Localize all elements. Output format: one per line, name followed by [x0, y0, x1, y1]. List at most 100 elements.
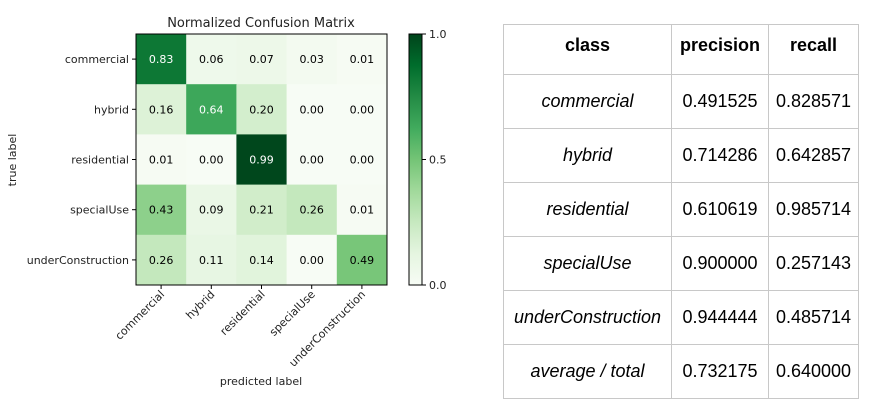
row-tick-label: commercial — [65, 53, 129, 66]
cell-recall: 0.642857 — [768, 128, 859, 183]
heatmap-cell — [236, 234, 288, 286]
cell-recall: 0.257143 — [768, 236, 859, 291]
cell-value-label: 0.01 — [350, 53, 375, 66]
table-row: underConstruction 0.944444 0.485714 — [503, 290, 859, 345]
heatmap-cell — [136, 84, 187, 135]
chart-title: Normalized Confusion Matrix — [167, 16, 355, 31]
cell-precision: 0.900000 — [671, 236, 769, 291]
cell-class: specialUse — [503, 236, 672, 291]
cell-class: average / total — [503, 344, 672, 399]
table-row: specialUse 0.900000 0.257143 — [503, 236, 859, 291]
cell-value-label: 0.49 — [350, 254, 375, 267]
y-axis-label: true label — [6, 134, 19, 187]
heatmap-cell — [136, 134, 187, 186]
heatmap-cell — [336, 84, 388, 135]
cell-value-label: 0.14 — [249, 254, 274, 267]
heatmap-cell — [286, 84, 338, 135]
cell-value-label: 0.43 — [149, 204, 174, 217]
heatmap-cell — [236, 184, 288, 236]
col-tick-label: specialUse — [267, 288, 318, 339]
cell-value-label: 0.20 — [249, 103, 274, 116]
col-tick-labels: commercial hybrid residential specialUseund… — [113, 285, 368, 369]
heatmap-cell — [186, 234, 237, 286]
heatmap-cell — [186, 84, 237, 135]
cell-value-label: 0.03 — [299, 53, 324, 66]
heatmap-cell — [336, 184, 388, 236]
col-tick-label: commercial — [113, 288, 168, 343]
cell-value-label: 0.00 — [299, 103, 324, 116]
cell-precision: 0.491525 — [671, 74, 769, 129]
colorbar-tick-label: 0.5 — [429, 154, 447, 167]
row-tick-label: specialUse — [70, 204, 129, 217]
heatmap-cell — [236, 134, 288, 186]
row-tick-labels: commercial hybrid residential specialUse und… — [27, 53, 136, 267]
cell-recall: 0.640000 — [768, 344, 859, 399]
heatmap-cell — [336, 34, 388, 85]
colorbar-tick-label: 1.0 — [429, 28, 447, 41]
cell-value-label: 0.16 — [149, 103, 174, 116]
cell-precision: 0.944444 — [671, 290, 769, 345]
heatmap-cell — [186, 34, 237, 85]
table-header-row: class precision recall — [503, 24, 859, 75]
cell-class: commercial — [503, 74, 672, 129]
header-precision: precision — [671, 24, 769, 75]
cell-precision: 0.714286 — [671, 128, 769, 183]
cell-value-label: 0.26 — [149, 254, 174, 267]
header-recall: recall — [768, 24, 859, 75]
metrics-table: class precision recall commercial 0.4915… — [503, 24, 859, 399]
cell-value-label: 0.00 — [299, 154, 324, 167]
cell-value-label: 0.11 — [199, 254, 224, 267]
heatmap-cell — [136, 234, 187, 286]
row-tick-label: residential — [71, 154, 129, 167]
x-axis-label: predicted label — [220, 375, 302, 388]
cell-recall: 0.985714 — [768, 182, 859, 237]
heatmap-cell — [286, 34, 338, 85]
cell-precision: 0.610619 — [671, 182, 769, 237]
table-row: residential 0.610619 0.985714 — [503, 182, 859, 237]
cell-class: residential — [503, 182, 672, 237]
cell-value-label: 0.09 — [199, 204, 224, 217]
cell-class: hybrid — [503, 128, 672, 183]
table-row: commercial 0.491525 0.828571 — [503, 74, 859, 129]
cell-value-label: 0.21 — [249, 204, 274, 217]
col-tick-label: hybrid — [183, 288, 217, 322]
colorbar — [408, 33, 423, 286]
heatmap-cell — [136, 34, 187, 85]
cell-recall: 0.485714 — [768, 290, 859, 345]
heatmap-cell — [336, 134, 388, 186]
cell-value-label: 0.00 — [350, 103, 375, 116]
col-tick-label: residential — [218, 288, 268, 338]
cell-value-label: 0.01 — [350, 204, 375, 217]
heatmap-cell — [236, 84, 288, 135]
cell-recall: 0.828571 — [768, 74, 859, 129]
heatmap-cell — [186, 184, 237, 236]
cell-value-label: 0.00 — [350, 154, 375, 167]
heatmap-cell — [286, 134, 338, 186]
cell-value-label: 0.01 — [149, 154, 174, 167]
row-tick-label: underConstruction — [27, 254, 129, 267]
heatmap-cell — [236, 34, 288, 85]
heatmap-cell — [136, 184, 187, 236]
row-tick-label: hybrid — [94, 103, 129, 116]
cell-value-label: 0.99 — [249, 154, 274, 167]
header-class: class — [503, 24, 672, 75]
colorbar-tick-label: 0.0 — [429, 279, 447, 292]
cell-value-label: 0.00 — [299, 254, 324, 267]
colorbar-ticks: 0.0 0.5 1.0 — [422, 28, 447, 292]
cell-value-label: 0.07 — [249, 53, 274, 66]
heatmap-cell — [186, 134, 237, 186]
table-row: hybrid 0.714286 0.642857 — [503, 128, 859, 183]
cell-value-label: 0.26 — [299, 204, 324, 217]
heatmap-cell — [286, 184, 338, 236]
cell-value-label: 0.06 — [199, 53, 224, 66]
cell-class: underConstruction — [503, 290, 672, 345]
cell-value-label: 0.64 — [199, 103, 224, 116]
cell-value-label: 0.83 — [149, 53, 174, 66]
heatmap-cell — [286, 234, 338, 286]
cell-value-label: 0.00 — [199, 154, 224, 167]
heatmap-cell — [336, 234, 388, 286]
heatmap-cells: 0.83 0.06 0.07 0.03 0.01 0.16 0.64 0.20 0.00 0.00… — [136, 34, 388, 286]
table-row: average / total 0.732175 0.640000 — [503, 344, 859, 399]
cell-precision: 0.732175 — [671, 344, 769, 399]
confusion-matrix-chart: Normalized Confusion Matrix 0.83 0.06 0.07… — [6, 16, 447, 388]
